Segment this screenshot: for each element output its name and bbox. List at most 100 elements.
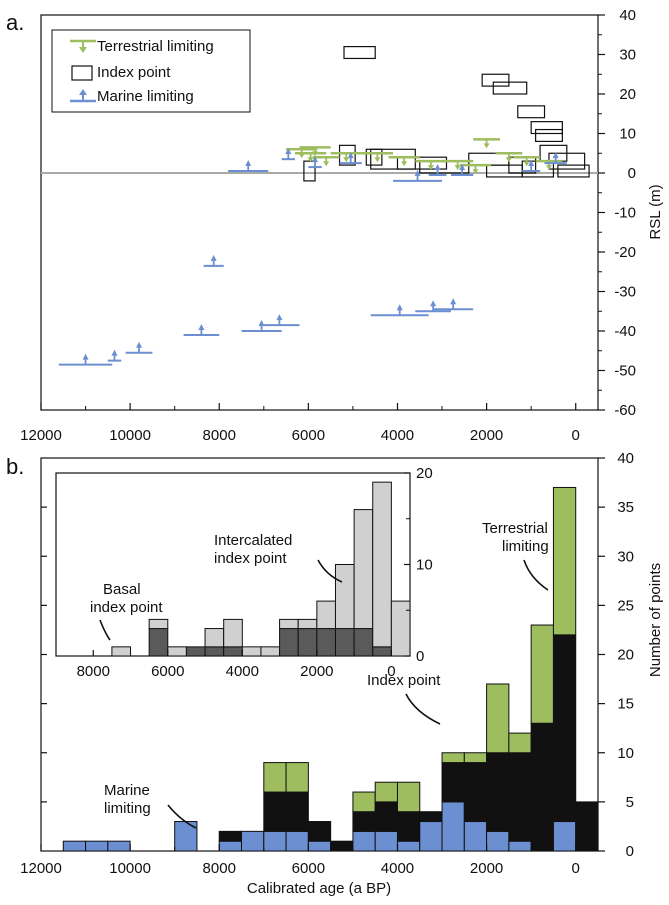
inset-bar-intercalated [279, 618, 299, 630]
panel-b-ytick-label: 20 [617, 647, 634, 664]
inset-bar-intercalated [316, 600, 336, 630]
index-point-box [343, 45, 376, 60]
inset-chart: 8000 6000 4000 2000 0 0 10 20 Basal index point… [55, 465, 433, 680]
ann-terrestrial-leader [523, 559, 549, 591]
panel-a-ytick-label: 40 [619, 7, 636, 24]
index-point-box [370, 148, 416, 170]
bar-terrestrial-limiting [530, 624, 554, 724]
inset-bar-basal [297, 628, 318, 657]
inset-bar-intercalated [223, 618, 243, 648]
bar-index-point [441, 762, 465, 803]
bar-terrestrial-limiting [352, 791, 376, 813]
marine-limiting-point [281, 148, 295, 161]
bar-terrestrial-limiting [463, 752, 488, 764]
inset-bar-basal [185, 646, 206, 657]
bar-marine-limiting [374, 830, 398, 852]
panel-b-xtick-label: 2000 [470, 860, 503, 877]
inset-bar-basal [372, 646, 392, 657]
index-point-box [530, 121, 563, 135]
marine-limiting-point [428, 163, 447, 176]
panel-a-ytick-label: -30 [614, 284, 636, 301]
bar-terrestrial-limiting [285, 762, 309, 793]
bar-index-point [330, 840, 354, 852]
inset-bar-basal [316, 628, 336, 657]
legend-terrestrial-label: Terrestrial limiting [97, 38, 214, 55]
bar-marine-limiting [307, 840, 332, 852]
panel-a-xtick-label: 12000 [20, 427, 62, 444]
index-point-box [396, 156, 448, 170]
inset-bar-intercalated [353, 509, 374, 630]
marine-limiting-point [308, 156, 322, 169]
panel-a-ytick-label: -50 [614, 363, 636, 380]
panel-b-ytick-label: 10 [617, 745, 634, 762]
terrestrial-limiting-point [330, 152, 362, 163]
inset-bar-intercalated [260, 646, 281, 657]
bar-marine-limiting [552, 821, 577, 852]
panel-a: a. 40 30 20 10 0 -10 -20 -30 -40 -50 -60 12000 10000… [6, 7, 664, 444]
bar-index-point [508, 752, 532, 842]
index-point-box [338, 144, 356, 166]
panel-b-ytick-label: 30 [617, 548, 634, 565]
panel-b-xtick-label: 0 [572, 860, 580, 877]
bar-index-point [396, 811, 421, 842]
panel-a-axes: 40 30 20 10 0 -10 -20 -30 -40 -50 -60 12000 10000 800… [20, 7, 636, 444]
bar-index-point [352, 811, 376, 832]
panel-a-letter: a. [6, 10, 24, 35]
bar-marine-limiting [85, 840, 109, 852]
inset-ytick-label: 10 [416, 557, 433, 574]
index-point-box [557, 164, 590, 178]
panel-b-ytick-label: 40 [617, 450, 634, 467]
panel-a-ytick-label: -60 [614, 402, 636, 419]
inset-bar-basal [334, 628, 355, 657]
bar-marine-limiting [107, 840, 131, 852]
panel-a-ytick-label: -20 [614, 244, 636, 261]
inset-bar-basal [148, 628, 169, 657]
marine-limiting-point [450, 163, 474, 176]
marine-limiting-point [183, 323, 220, 336]
index-point-box [535, 128, 563, 143]
inset-bars [111, 481, 411, 657]
panel-b-xlabel: Calibrated age (a BP) [247, 880, 391, 897]
index-point-box [481, 73, 510, 87]
legend-index-icon [71, 65, 93, 81]
inset-bar-intercalated [111, 646, 132, 657]
ann-intercalated-leader [317, 559, 343, 583]
inset-ytick-label: 0 [416, 648, 424, 665]
bar-marine-limiting [441, 801, 465, 852]
ann-terrestrial-line1: Terrestrial [482, 520, 548, 537]
panel-a-xtick-label: 8000 [203, 427, 236, 444]
panel-b-ytick-label: 35 [617, 499, 634, 516]
panel-a-xtick-label: 10000 [109, 427, 151, 444]
terrestrial-limiting-point [415, 159, 447, 171]
inset-bar-intercalated [204, 628, 225, 648]
panel-b-ylabel: Number of points [647, 563, 664, 677]
terrestrial-limiting-point [473, 138, 500, 149]
bar-index-point [463, 762, 488, 823]
bar-terrestrial-limiting [508, 732, 532, 754]
panel-a-xtick-label: 0 [572, 427, 580, 444]
terrestrial-limiting-point [299, 146, 331, 157]
inset-bar-intercalated [334, 564, 355, 630]
inset-bar-basal [353, 628, 374, 657]
bar-marine-limiting [396, 840, 421, 852]
bar-index-point [307, 821, 332, 842]
index-point-box [468, 152, 510, 166]
inset-axes: 8000 6000 4000 2000 0 0 10 20 [77, 465, 433, 680]
bar-marine-limiting [352, 830, 376, 852]
panel-a-ytick-label: 30 [619, 47, 636, 64]
marine-limiting-point [125, 341, 153, 354]
panel-a-ytick-label: 20 [619, 86, 636, 103]
legend-marine-icon [70, 89, 96, 103]
ann-index-leader [405, 693, 441, 725]
bar-index-point [218, 830, 243, 842]
bar-index-point [552, 634, 577, 823]
panel-b-ytick-label: 5 [626, 794, 634, 811]
panel-a-xtick-label: 6000 [292, 427, 325, 444]
marine-limiting-point [228, 160, 269, 173]
bar-marine-limiting [508, 840, 532, 852]
inset-xtick-label: 0 [387, 663, 395, 680]
ann-marine-line1: Marine [104, 782, 150, 799]
index-point-box [492, 81, 528, 95]
inset-ytick-label: 20 [416, 465, 433, 482]
